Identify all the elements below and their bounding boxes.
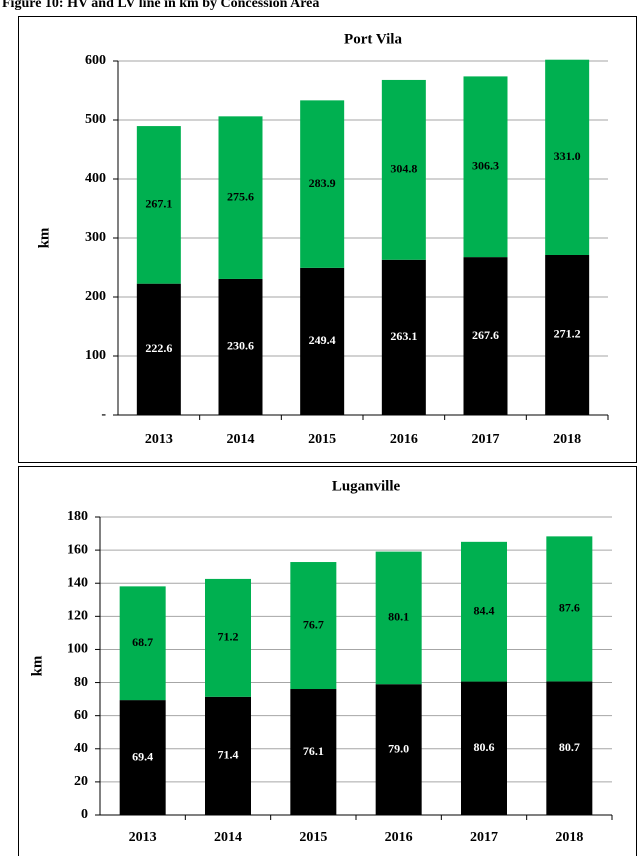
bar-segment: [381, 79, 426, 260]
bar-segment: [119, 700, 166, 815]
data-label: 76.1: [303, 744, 324, 758]
y-tick-label: 600: [85, 53, 106, 68]
x-tick-label: 2015: [299, 830, 327, 845]
data-label: 80.6: [474, 740, 495, 754]
bar-segment: [136, 283, 181, 415]
chart-title: Port Vila: [344, 31, 402, 47]
x-tick-label: 2017: [472, 432, 500, 447]
data-label: 80.1: [388, 610, 409, 624]
y-axis-label: km: [36, 227, 52, 248]
bar-segment: [546, 681, 593, 815]
x-tick-label: 2016: [390, 432, 418, 447]
bar-segment: [205, 578, 251, 697]
bar-segment: [218, 116, 263, 279]
data-label: 249.4: [309, 333, 336, 347]
y-tick-label: 20: [74, 774, 88, 789]
y-tick-label: 180: [67, 509, 88, 524]
data-label: 331.0: [554, 149, 581, 163]
x-tick-label: 2013: [129, 830, 157, 845]
x-tick-label: 2014: [214, 830, 242, 845]
data-label: 263.1: [390, 329, 417, 343]
y-tick-label: 400: [85, 171, 106, 186]
chart-title: Luganville: [332, 478, 401, 494]
bar-segment: [461, 541, 507, 682]
data-label: 230.6: [227, 339, 254, 353]
data-label: 271.2: [554, 327, 581, 341]
bar-segment: [136, 126, 181, 284]
y-tick-label: 80: [74, 675, 88, 690]
x-tick-label: 2013: [145, 432, 173, 447]
chart-frame: [18, 466, 637, 856]
data-label: 79.0: [388, 741, 409, 755]
bar-segment: [463, 76, 508, 258]
bar-segment: [545, 59, 590, 255]
chart-frame: [18, 16, 637, 463]
bar-segment: [205, 696, 251, 815]
bar-segment: [300, 267, 345, 415]
y-tick-label: 160: [67, 542, 88, 557]
y-axis-label: km: [29, 655, 45, 676]
bar-segment: [461, 681, 507, 815]
bar-segment: [290, 562, 337, 690]
data-label: 267.1: [145, 197, 172, 211]
x-tick-label: 2015: [308, 432, 336, 447]
y-tick-label: 0: [81, 807, 88, 822]
bar-segment: [463, 257, 508, 415]
x-tick-label: 2018: [555, 830, 583, 845]
data-label: 71.2: [218, 630, 239, 644]
bar-segment: [546, 536, 593, 682]
x-tick-label: 2016: [385, 830, 413, 845]
data-label: 267.6: [472, 328, 499, 342]
bar-segment: [300, 100, 345, 268]
bar-segment: [290, 689, 337, 815]
y-tick-label: 140: [67, 575, 88, 590]
y-tick-label: 100: [85, 348, 106, 363]
y-tick-label: 60: [74, 708, 88, 723]
data-label: 68.7: [132, 635, 153, 649]
y-tick-label: 40: [74, 741, 88, 756]
bar-segment: [381, 259, 426, 415]
data-label: 84.4: [474, 603, 495, 617]
data-label: 283.9: [309, 176, 336, 190]
y-tick-label: 100: [67, 642, 88, 657]
bar-segment: [375, 684, 422, 815]
data-label: 71.4: [218, 748, 239, 762]
y-tick-label: 300: [85, 230, 106, 245]
y-tick-label: 200: [85, 289, 106, 304]
x-tick-label: 2014: [227, 432, 255, 447]
data-label: 222.6: [145, 341, 172, 355]
data-label: 76.7: [303, 617, 324, 631]
data-label: 69.4: [132, 749, 153, 763]
bar-segment: [375, 551, 422, 685]
data-label: 306.3: [472, 159, 499, 173]
data-label: 275.6: [227, 189, 254, 203]
bar-segment: [218, 278, 263, 415]
data-label: 304.8: [390, 162, 417, 176]
y-tick-label: 120: [67, 609, 88, 624]
x-tick-label: 2018: [553, 432, 581, 447]
bar-segment: [545, 254, 590, 415]
data-label: 87.6: [559, 601, 580, 615]
x-tick-label: 2017: [470, 830, 498, 845]
figure-title: Figure 10: HV and LV line in km by Conce…: [2, 0, 319, 11]
y-tick-label: -: [101, 407, 106, 422]
y-tick-label: 500: [85, 112, 106, 127]
bar-segment: [119, 586, 166, 701]
data-label: 80.7: [559, 740, 580, 754]
